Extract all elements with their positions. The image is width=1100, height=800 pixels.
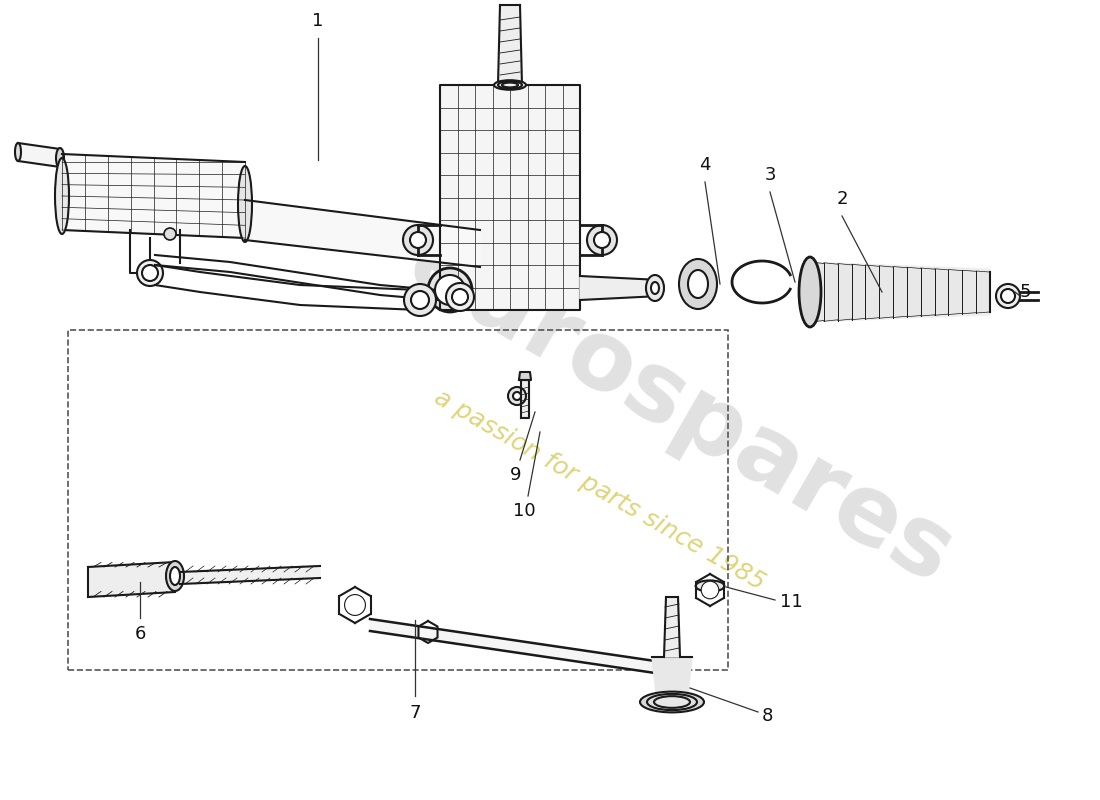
Circle shape: [446, 283, 474, 311]
Polygon shape: [180, 566, 320, 584]
Text: 10: 10: [513, 502, 536, 520]
Ellipse shape: [494, 80, 526, 90]
Circle shape: [513, 392, 521, 400]
Polygon shape: [498, 5, 522, 85]
Ellipse shape: [56, 148, 64, 168]
Text: 2: 2: [836, 190, 848, 208]
Polygon shape: [906, 267, 921, 317]
Text: 7: 7: [409, 704, 420, 722]
Polygon shape: [838, 263, 851, 321]
Circle shape: [404, 284, 436, 316]
Polygon shape: [893, 266, 906, 318]
Polygon shape: [866, 265, 879, 319]
Circle shape: [142, 265, 158, 281]
Circle shape: [508, 387, 526, 405]
Polygon shape: [824, 262, 838, 322]
Text: eurospares: eurospares: [390, 216, 969, 604]
Polygon shape: [440, 85, 580, 310]
Text: 5: 5: [1020, 283, 1032, 301]
Circle shape: [1001, 289, 1015, 303]
Polygon shape: [245, 200, 480, 267]
Circle shape: [138, 260, 163, 286]
Ellipse shape: [15, 143, 21, 161]
Circle shape: [403, 225, 433, 255]
Ellipse shape: [688, 270, 708, 298]
Circle shape: [164, 228, 176, 240]
Ellipse shape: [498, 82, 522, 89]
Ellipse shape: [654, 696, 690, 708]
Ellipse shape: [170, 567, 180, 585]
Circle shape: [587, 225, 617, 255]
Ellipse shape: [502, 82, 518, 87]
Circle shape: [428, 268, 472, 312]
Text: a passion for parts since 1985: a passion for parts since 1985: [430, 385, 770, 595]
Circle shape: [410, 232, 426, 248]
Polygon shape: [921, 268, 935, 316]
Ellipse shape: [646, 275, 664, 301]
Ellipse shape: [651, 282, 659, 294]
Polygon shape: [962, 270, 976, 314]
Text: 9: 9: [510, 466, 521, 484]
Circle shape: [411, 291, 429, 309]
Polygon shape: [580, 276, 660, 300]
Polygon shape: [664, 597, 680, 657]
Polygon shape: [652, 657, 692, 702]
Ellipse shape: [679, 259, 717, 309]
Polygon shape: [976, 271, 990, 313]
Ellipse shape: [647, 694, 697, 710]
Text: 3: 3: [764, 166, 776, 184]
Circle shape: [701, 581, 718, 598]
Ellipse shape: [55, 158, 69, 234]
Circle shape: [452, 289, 468, 305]
Ellipse shape: [640, 691, 704, 712]
Ellipse shape: [695, 581, 725, 592]
Text: 4: 4: [700, 156, 711, 174]
Circle shape: [344, 594, 365, 615]
Polygon shape: [948, 270, 962, 314]
Text: 8: 8: [762, 707, 773, 725]
Circle shape: [996, 284, 1020, 308]
Ellipse shape: [166, 561, 184, 591]
Polygon shape: [935, 269, 948, 315]
Polygon shape: [810, 262, 824, 322]
Polygon shape: [851, 264, 866, 320]
Polygon shape: [88, 562, 175, 597]
Polygon shape: [18, 143, 60, 167]
Text: 1: 1: [312, 12, 323, 30]
Text: 11: 11: [780, 593, 803, 611]
Polygon shape: [519, 372, 531, 380]
Ellipse shape: [238, 166, 252, 242]
Circle shape: [594, 232, 610, 248]
Polygon shape: [62, 154, 245, 238]
Ellipse shape: [799, 257, 821, 327]
Circle shape: [434, 275, 465, 305]
Polygon shape: [879, 266, 893, 318]
Text: 6: 6: [134, 625, 145, 643]
Polygon shape: [810, 262, 990, 322]
Polygon shape: [370, 619, 654, 673]
Polygon shape: [521, 380, 529, 418]
Bar: [68, 330, 728, 670]
